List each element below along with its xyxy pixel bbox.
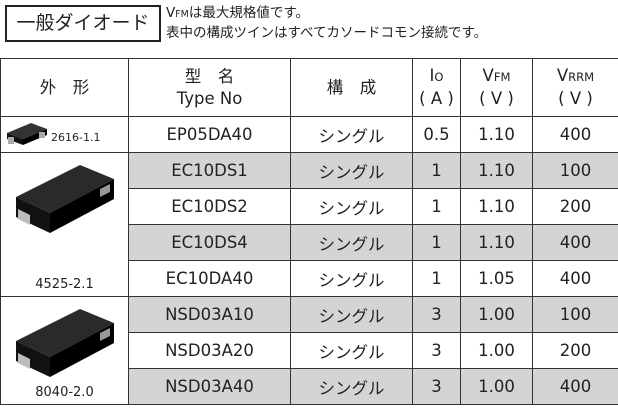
package-label: 2616-1.1 [51,131,101,144]
cell: 400 [532,368,618,405]
symbol: V [166,5,176,21]
package-cell: 8040-2.0 [0,296,129,405]
cell: 1.10 [460,116,533,153]
cell: 3 [412,368,461,405]
cell: シングル [290,332,413,369]
notes: VFMは最大規格値です。 表中の構成ツインはすべてカソードコモン接続です。 [166,4,487,42]
title-box: 一般ダイオード [5,5,161,42]
cell: 400 [532,224,618,261]
cell: 1.00 [460,368,533,405]
cell: EC10DS2 [128,188,291,225]
package-image [7,123,47,145]
cell: シングル [290,116,413,153]
column-header: 外 形 [0,58,129,117]
header-label: 構 成 [326,77,377,97]
cell: EC10DS1 [128,152,291,189]
column-header: 型 名 Type No [128,58,291,117]
cell: シングル [290,260,413,297]
note-text: は最大規格値です。 [188,5,309,21]
subscript: RRM [568,70,595,84]
table-row: EC10DS4 シングル 1 1.10 400 [1,224,618,261]
cell: 200 [532,332,618,369]
package-label: 8040-2.0 [35,385,94,400]
cell: シングル [290,224,413,261]
cell: 100 [532,152,618,189]
table-row: 2616-1.1 EP05DA40 シングル 0.5 1.10 400 [0,116,618,153]
cell: 1.05 [460,260,533,297]
package-label: 4525-2.1 [35,277,94,292]
cell: 1 [412,152,461,189]
cell: 1.00 [460,332,533,369]
symbol: V [482,66,494,85]
header-label: 型 名 [184,66,235,86]
package-cell: 2616-1.1 [0,116,129,153]
cell: シングル [290,296,413,333]
note: 表中の構成ツインはすべてカソードコモン接続です。 [166,25,488,41]
header-label: 外 形 [39,77,90,97]
column-header: 構 成 [290,58,413,117]
table-row: EC10DA40 シングル 1 1.05 400 [1,260,618,297]
cell: 400 [532,116,618,153]
spec-table: 外 形型 名 Type No 構 成 IO( A ) VFM( V ) VRRM( V )… [0,58,618,405]
header-row: 外 形型 名 Type No 構 成 IO( A ) VFM( V ) VRRM( V ) [0,58,618,117]
cell: 3 [412,296,461,333]
cell: 3 [412,332,461,369]
table-row: 4525-2.1 EC10DS1 シングル 1 1.10 100 [0,152,618,297]
cell: 400 [532,260,618,297]
cell: EC10DS4 [128,224,291,261]
cell: 1.00 [460,296,533,333]
column-header: IO ( A ) [412,58,461,117]
cell: 1 [412,224,461,261]
subscript: FM [493,70,511,84]
subscript: O [434,70,444,84]
symbol: I [429,66,435,85]
cell: 100 [532,296,618,333]
cell: 1.10 [460,152,533,189]
cell: NSD03A40 [128,368,291,405]
package-image [15,309,114,377]
cell: 1 [412,188,461,225]
note: VFMは最大規格値です。 [166,4,487,24]
cell: シングル [290,188,413,225]
unit: ( V ) [479,89,514,108]
table-row: EC10DS2 シングル 1 1.10 200 [1,188,618,225]
cell: シングル [290,368,413,405]
unit: ( A ) [419,89,454,108]
unit: ( V ) [558,89,593,108]
cell: EC10DA40 [128,260,291,297]
package-image [15,165,114,233]
cell: NSD03A20 [128,332,291,369]
package-cell: 4525-2.1 [0,152,129,297]
cell: NSD03A10 [128,296,291,333]
cell: 1.10 [460,224,533,261]
cell: 1 [412,260,461,297]
table-row: NSD03A40 シングル 3 1.00 400 [1,368,618,405]
cell: 200 [532,188,618,225]
header-sublabel: Type No [176,88,243,108]
cell: EP05DA40 [128,116,291,153]
subscript: FM [175,9,189,20]
symbol: V [556,66,569,85]
cell: 1.10 [460,188,533,225]
table-row: 8040-2.0 NSD03A10 シングル 3 1.00 100 [0,296,618,405]
column-header: VFM ( V ) [460,58,533,117]
cell: 0.5 [412,116,461,153]
cell: シングル [290,152,413,189]
column-header: VRRM ( V ) [532,58,618,117]
